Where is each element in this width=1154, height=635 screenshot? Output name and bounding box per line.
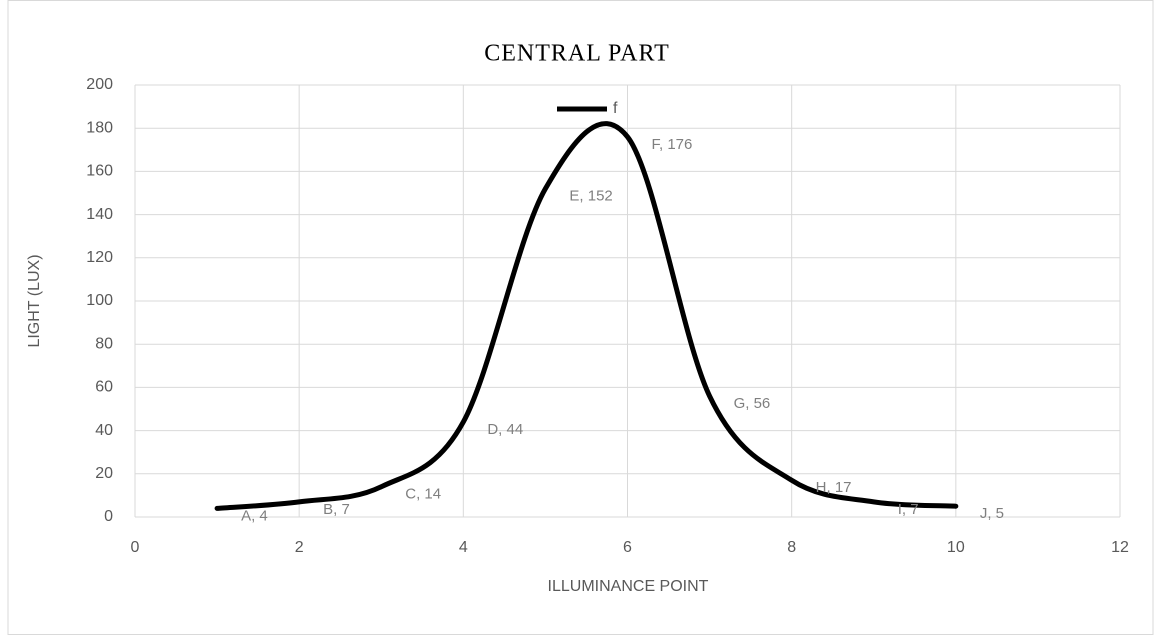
chart-title: CENTRAL PART <box>484 41 669 67</box>
y-tick-label: 40 <box>95 422 113 439</box>
y-tick-label: 180 <box>86 119 113 136</box>
data-label: A, 4 <box>241 507 268 524</box>
line <box>214 121 959 511</box>
data-label: C, 14 <box>405 486 441 503</box>
x-tick-label: 8 <box>787 539 796 556</box>
x-tick-label: 2 <box>295 539 304 556</box>
data-label: B, 7 <box>323 501 350 518</box>
chart-border <box>7 0 1154 635</box>
y-tick-label: 140 <box>86 206 113 223</box>
y-tick-label: 160 <box>86 163 113 180</box>
data-label: D, 44 <box>487 421 523 438</box>
x-axis-title: ILLUMINANCE POINT <box>548 578 709 595</box>
data-label: I, 7 <box>898 501 919 518</box>
y-tick-label: 0 <box>104 508 113 525</box>
data-label: F, 176 <box>652 136 693 153</box>
x-tick-label: 10 <box>947 539 965 556</box>
legend-label: f <box>613 100 618 117</box>
y-axis-title: LIGHT (LUX) <box>26 254 43 347</box>
x-tick-label: 12 <box>1111 539 1129 556</box>
data-label: E, 152 <box>569 188 612 205</box>
x-tick-label: 6 <box>623 539 632 556</box>
y-tick-label: 100 <box>86 292 113 309</box>
y-tick-label: 120 <box>86 249 113 266</box>
data-label: G, 56 <box>734 395 771 412</box>
y-tick-label: 60 <box>95 379 113 396</box>
y-tick-label: 20 <box>95 465 113 482</box>
y-tick-label: 80 <box>95 335 113 352</box>
y-tick-label: 200 <box>86 76 113 93</box>
x-tick-label: 0 <box>131 539 140 556</box>
x-tick-label: 4 <box>459 539 468 556</box>
data-label: J, 5 <box>980 505 1004 522</box>
data-label: H, 17 <box>816 479 852 496</box>
